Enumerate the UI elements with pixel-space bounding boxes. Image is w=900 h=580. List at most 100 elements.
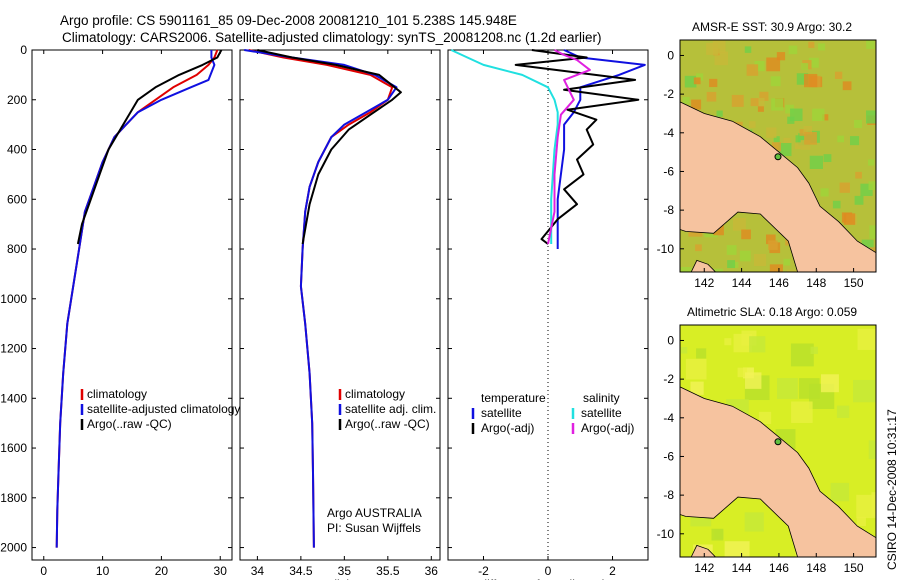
map-texture-cell [690, 381, 704, 395]
map-xtick-label: 150 [844, 561, 864, 575]
map-texture-cell [696, 348, 707, 359]
map-texture-cell [803, 125, 812, 135]
map-texture-cell [685, 358, 707, 380]
map-texture-cell [737, 367, 748, 378]
map-texture-cell [684, 75, 697, 88]
map-texture-cell [818, 43, 826, 51]
temperature-series-line [55, 50, 216, 548]
map-texture-cell [868, 159, 875, 166]
map-xtick-label: 144 [732, 561, 752, 575]
map-title-2: Altimetric SLA: 0.18 Argo: 0.059 [687, 305, 857, 319]
map-texture-cell [820, 374, 839, 393]
difference-xtick-label: 0 [545, 564, 552, 578]
temperature-ytick-label: 2000 [0, 541, 27, 555]
map-texture-cell [749, 336, 766, 353]
map-frame-1 [679, 39, 877, 273]
map-texture-cell [759, 91, 769, 101]
temperature-xtick-label: 0 [40, 564, 47, 578]
argo-float-marker [774, 153, 782, 161]
map-texture-cell [695, 244, 702, 252]
temperature-ytick-label: 0 [20, 43, 27, 57]
difference-panel: -2 0 2difference from climatology temperatu… [447, 49, 649, 580]
map-ytick-label: -2 [663, 87, 674, 101]
map-ytick-label: -2 [663, 372, 674, 386]
salinity-legend-label: Argo(..raw -QC) [345, 417, 430, 431]
map-texture-cell [822, 114, 829, 121]
map-texture-cell [776, 52, 786, 61]
map-texture-cell [854, 119, 863, 128]
temperature-legend-label: satellite-adjusted climatology [87, 402, 240, 416]
map-texture-cell [744, 512, 764, 532]
float-owner-annotation: Argo AUSTRALIA [327, 506, 422, 520]
map-xtick-label: 142 [694, 561, 714, 575]
map-ytick-label: 0 [667, 333, 674, 347]
map-texture-cell [696, 73, 704, 81]
map-texture-cell [744, 372, 762, 389]
map-texture-cell [691, 99, 702, 110]
temperature-legend-label: Argo(..raw -QC) [87, 417, 172, 431]
salinity-xtick-label: 35 [338, 564, 352, 578]
map-texture-cell [773, 136, 780, 143]
pi-annotation: PI: Susan Wijffels [327, 521, 421, 535]
map-texture-cell [786, 269, 798, 272]
legend-header-salinity: salinity [583, 391, 620, 405]
map-texture-cell [839, 182, 850, 193]
map-texture-cell [836, 405, 850, 418]
temperature-ytick-label: 1200 [0, 342, 27, 356]
map-texture-cell [766, 127, 777, 138]
temperature-ytick-label: 200 [7, 93, 27, 107]
map-texture-cell [746, 64, 759, 76]
map-texture-cell [809, 155, 824, 169]
difference-xtick-label: 2 [609, 564, 616, 578]
map-texture-cell [724, 338, 732, 346]
temperature-panel: 0 200 400 600 800 1000 1200 1400 1600 1800 2000 0 10… [0, 43, 240, 580]
map-texture-cell [856, 494, 876, 519]
map-ytick-label: -8 [663, 203, 674, 217]
temperature-ytick-label: 400 [7, 143, 27, 157]
map-xtick-label: 142 [694, 276, 714, 290]
map-texture-cell [868, 181, 876, 191]
temperature-ytick-label: 600 [7, 192, 27, 206]
map-texture-cell [804, 131, 817, 145]
map-texture-cell [810, 346, 818, 355]
map-texture-cell [799, 378, 820, 399]
map-texture-cell [732, 261, 739, 268]
map-texture-cell [790, 343, 814, 367]
difference-legend-label: Argo(-adj) [481, 421, 534, 435]
map-frame-2 [679, 324, 877, 558]
map-ytick-label: -4 [663, 411, 674, 425]
salinity-xtick-label: 34 [251, 564, 265, 578]
difference-series-line [556, 49, 646, 249]
salinity-series-line [257, 49, 402, 245]
map-ytick-label: -8 [663, 488, 674, 502]
map-texture-cell [680, 346, 688, 354]
map-texture-cell [832, 200, 841, 209]
map-texture-cell [771, 142, 781, 152]
temperature-series-line [55, 49, 219, 548]
map-texture-cell [706, 91, 717, 102]
map-texture-cell [823, 154, 832, 163]
map-texture-cell [711, 528, 724, 541]
map-texture-cell [726, 245, 737, 255]
map-texture-cell [766, 234, 776, 245]
temperature-ytick-label: 800 [7, 242, 27, 256]
map-texture-cell [758, 411, 772, 425]
map-xtick-label: 146 [769, 561, 789, 575]
difference-xlabel: difference from climatology [480, 577, 623, 580]
map-texture-cell [820, 188, 829, 197]
title-line-2: Climatology: CARS2006. Satellite-adjuste… [62, 30, 602, 45]
temperature-ytick-label: 1400 [0, 391, 27, 405]
map-ytick-label: -4 [663, 126, 674, 140]
salinity-series-line [248, 49, 394, 548]
salinity-xtick-label: 34.5 [289, 564, 313, 578]
map-texture-cell [791, 401, 813, 423]
map-texture-cell [713, 268, 723, 272]
map-texture-cell [800, 140, 811, 150]
map-texture-cell [756, 97, 765, 107]
map-texture-cell [769, 264, 783, 272]
map-texture-cell [837, 135, 845, 143]
map-texture-cell [850, 136, 860, 146]
map-landmass-new-guinea [679, 386, 877, 558]
map-ytick-label: -6 [663, 164, 674, 178]
map-xtick-label: 146 [769, 276, 789, 290]
